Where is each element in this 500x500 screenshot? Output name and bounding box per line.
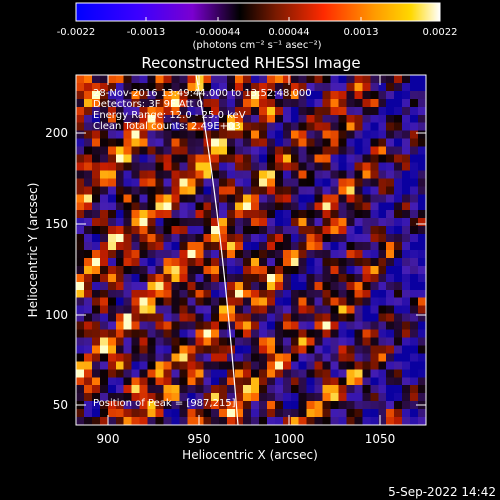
y-tick-label: 50 [53,398,68,412]
timestamp: 5-Sep-2022 14:42 [388,485,496,499]
y-tick-label: 100 [45,308,68,322]
colorbar-tick-label: -0.0022 [57,27,96,38]
x-axis-ticks: 900 950 1000 1050 [97,75,396,446]
heatmap-image [76,75,426,425]
colorbar: -0.0022 -0.0013 -0.00044 0.00044 0.0013 0.002… [57,2,458,51]
info-line-time: 28-Nov-2016 13:49:44.000 to 13:52:48.000 [93,88,312,99]
colorbar-gradient [75,2,441,22]
solar-limb-line [195,74,239,426]
x-tick-label: 900 [97,432,120,446]
colorbar-tick-label: 0.0013 [344,27,379,38]
plot-border [75,74,427,426]
peak-position-label: Position of Peak = [987,215] [93,398,236,409]
info-line-counts: Clean Total counts: 2.49E+03 [93,121,241,132]
x-tick-label: 950 [188,432,211,446]
y-axis-label: Heliocentric Y (arcsec) [26,183,40,318]
x-tick-label: 1000 [274,432,305,446]
colorbar-tick-label: 0.00044 [268,27,309,38]
y-axis-ticks: 50 100 150 200 [45,126,426,412]
colorbar-tick-label: -0.0013 [127,27,166,38]
colorbar-tick-label: -0.00044 [196,27,241,38]
info-line-detectors: Detectors: 3F 9F Att 0 [93,99,203,110]
y-tick-label: 150 [45,217,68,231]
x-axis-label: Heliocentric X (arcsec) [182,448,318,462]
info-line-energy: Energy Range: 12.0 - 25.0 keV [93,110,246,121]
colorbar-unit-label: (photons cm⁻² s⁻¹ asec⁻²) [192,40,321,51]
y-tick-label: 200 [45,126,68,140]
colorbar-tick-label: 0.0022 [423,27,458,38]
plot-title: Reconstructed RHESSI Image [141,54,360,72]
colorbar-ticks: -0.0022 -0.0013 -0.00044 0.00044 0.0013 0.002… [57,17,458,38]
x-tick-label: 1050 [365,432,396,446]
